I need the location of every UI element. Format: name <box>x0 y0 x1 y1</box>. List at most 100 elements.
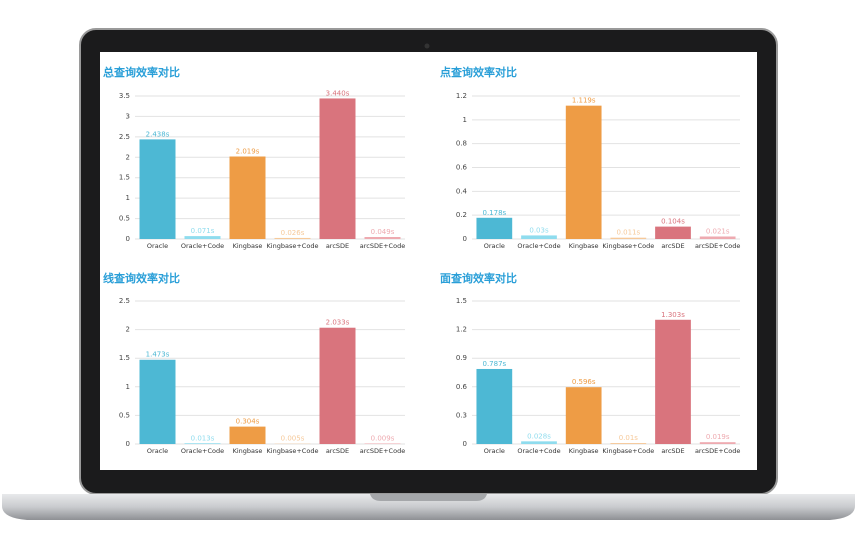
x-tick-label: arcSDE <box>326 242 349 250</box>
chart-title: 面查询效率对比 <box>440 271 517 285</box>
y-tick-label: 0.6 <box>456 383 468 391</box>
bar <box>610 237 647 239</box>
bar <box>364 236 401 239</box>
x-tick-label: Oracle <box>147 242 168 250</box>
x-tick-label: arcSDE+Code <box>360 242 405 250</box>
y-tick-label: 0.5 <box>119 215 130 223</box>
y-tick-label: 1.5 <box>456 297 467 305</box>
value-label: 0.021s <box>706 227 730 235</box>
value-label: 0.104s <box>661 218 685 226</box>
y-tick-label: 2 <box>126 326 130 334</box>
y-tick-label: 0.4 <box>456 187 468 195</box>
value-label: 1.303s <box>661 311 685 319</box>
value-label: 1.119s <box>572 97 596 105</box>
bar <box>139 359 176 444</box>
value-label: 2.019s <box>236 148 260 156</box>
y-tick-label: 0.3 <box>456 411 467 419</box>
value-label: 0.01s <box>619 434 639 442</box>
value-label: 0.026s <box>281 229 305 237</box>
x-tick-label: Oracle <box>484 447 505 455</box>
bar <box>319 327 356 444</box>
value-label: 0.011s <box>616 229 640 237</box>
y-tick-label: 0.9 <box>456 354 467 362</box>
chart-title: 线查询效率对比 <box>103 271 180 285</box>
y-tick-label: 1.2 <box>456 326 467 334</box>
y-tick-label: 0 <box>463 235 467 243</box>
x-tick-label: Kingbase+Code <box>267 242 319 250</box>
bar <box>655 319 691 444</box>
y-tick-label: 1.5 <box>119 174 130 182</box>
x-tick-label: arcSDE+Code <box>360 447 405 455</box>
x-tick-label: Oracle+Code <box>181 242 224 250</box>
x-tick-label: Kingbase <box>233 447 263 455</box>
value-label: 2.033s <box>326 319 350 327</box>
value-label: 1.473s <box>146 351 170 359</box>
x-tick-label: Kingbase <box>233 242 263 250</box>
value-label: 0.071s <box>191 227 215 235</box>
chart-title: 总查询效率对比 <box>103 65 180 79</box>
y-tick-label: 2.5 <box>119 297 130 305</box>
y-tick-label: 3 <box>126 112 130 120</box>
camera <box>424 43 430 49</box>
value-label: 0.009s <box>371 434 395 442</box>
bar <box>476 368 513 444</box>
bar <box>610 443 647 444</box>
x-tick-label: Kingbase <box>569 447 599 455</box>
x-tick-label: Oracle <box>484 242 505 250</box>
x-tick-label: Oracle+Code <box>181 447 224 455</box>
y-tick-label: 2 <box>126 153 130 161</box>
y-tick-label: 1.2 <box>456 92 467 100</box>
bar <box>229 156 266 239</box>
bar <box>139 139 176 239</box>
x-tick-label: arcSDE <box>661 447 684 455</box>
value-label: 3.440s <box>326 89 350 97</box>
bar <box>699 442 736 444</box>
y-tick-label: 1 <box>126 383 130 391</box>
x-tick-label: Kingbase <box>569 242 599 250</box>
y-tick-label: 1 <box>463 116 467 124</box>
value-label: 0.049s <box>371 228 395 236</box>
bar <box>184 443 221 444</box>
x-tick-label: Oracle+Code <box>517 242 560 250</box>
y-tick-label: 0 <box>126 440 130 448</box>
bar <box>476 217 513 239</box>
bar <box>565 387 602 444</box>
value-label: 0.178s <box>482 209 506 217</box>
chart-title: 点查询效率对比 <box>440 65 517 79</box>
bar <box>274 237 311 239</box>
y-tick-label: 0 <box>126 235 130 243</box>
x-tick-label: arcSDE <box>326 447 349 455</box>
value-label: 0.787s <box>482 360 506 368</box>
y-tick-label: 0.6 <box>456 164 468 172</box>
laptop-base <box>2 494 855 520</box>
value-label: 0.019s <box>706 433 730 441</box>
notch <box>370 494 487 501</box>
x-tick-label: Kingbase+Code <box>267 447 319 455</box>
y-tick-label: 0.2 <box>456 211 467 219</box>
x-tick-label: arcSDE <box>661 242 684 250</box>
y-tick-label: 1 <box>126 194 130 202</box>
screen <box>100 52 757 470</box>
x-tick-label: arcSDE+Code <box>695 447 740 455</box>
bar <box>319 98 356 239</box>
bar <box>655 226 691 239</box>
value-label: 0.028s <box>527 432 551 440</box>
bar <box>229 426 266 444</box>
x-tick-label: Oracle+Code <box>517 447 560 455</box>
y-tick-label: 1.5 <box>119 354 130 362</box>
y-tick-label: 0.8 <box>456 140 467 148</box>
x-tick-label: arcSDE+Code <box>695 242 740 250</box>
value-label: 0.03s <box>529 226 549 234</box>
charts: 总查询效率对比 0 0.5 1 1.5 2 2.5 3 3.5 2.438s Oracle 0.071… <box>103 65 740 455</box>
y-tick-label: 2.5 <box>119 133 130 141</box>
x-tick-label: Kingbase+Code <box>602 242 654 250</box>
x-tick-label: Kingbase+Code <box>602 447 654 455</box>
bar <box>699 236 736 239</box>
y-tick-label: 0 <box>463 440 467 448</box>
value-label: 0.596s <box>572 378 596 386</box>
value-label: 2.438s <box>146 130 170 138</box>
bar <box>521 441 557 444</box>
value-label: 0.304s <box>236 418 260 426</box>
bar <box>364 443 401 444</box>
